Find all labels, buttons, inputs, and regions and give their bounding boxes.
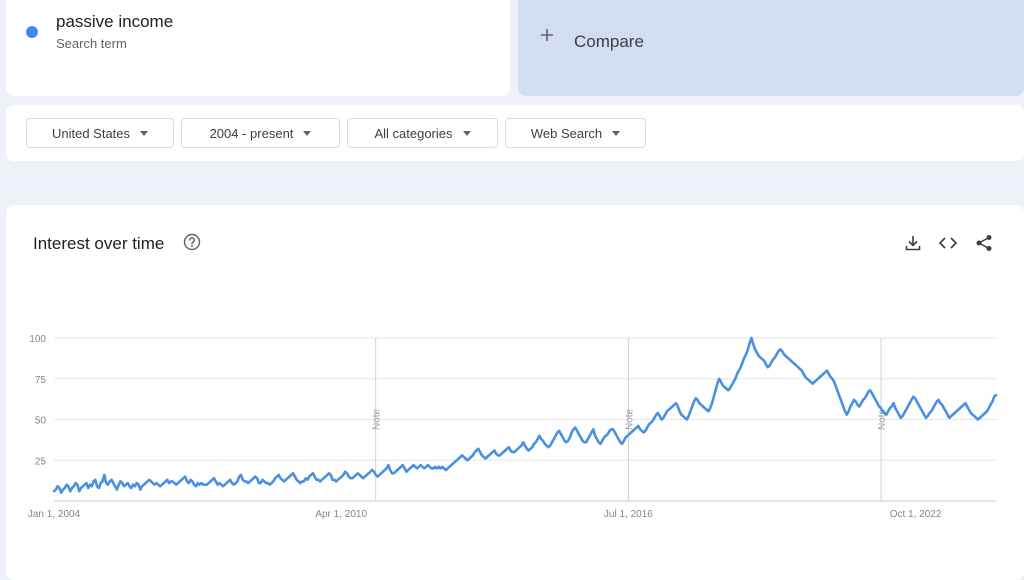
note-label[interactable]: Note bbox=[372, 408, 383, 430]
plus-icon bbox=[540, 24, 554, 46]
chart-title: Interest over time bbox=[33, 234, 165, 253]
embed-icon[interactable] bbox=[938, 233, 958, 253]
interest-over-time-card: Interest over time Note Note Note 25 50 75 10… bbox=[6, 205, 1024, 580]
y-tick-label: 100 bbox=[29, 334, 46, 345]
x-tick-label: Apr 1, 2010 bbox=[315, 509, 367, 520]
compare-label: Compare bbox=[574, 32, 644, 51]
caret-down-icon bbox=[303, 130, 312, 136]
help-icon[interactable] bbox=[183, 233, 201, 251]
share-icon[interactable] bbox=[974, 233, 994, 253]
x-tick-label: Oct 1, 2022 bbox=[890, 509, 942, 520]
interest-chart: Note Note Note 25 50 75 100 Jan 1, 2004 Apr 1, … bbox=[28, 334, 998, 520]
x-tick-label: Jul 1, 2016 bbox=[604, 509, 653, 520]
filter-search-type-label: Web Search bbox=[530, 125, 603, 141]
filter-category[interactable]: All categories bbox=[347, 118, 498, 148]
search-term-card[interactable]: passive income Search term bbox=[6, 0, 510, 96]
note-label[interactable]: Note bbox=[624, 408, 635, 430]
filter-search-type[interactable]: Web Search bbox=[505, 118, 646, 148]
series-line-passive-income[interactable] bbox=[52, 336, 998, 495]
x-tick-label: Jan 1, 2004 bbox=[28, 509, 81, 520]
caret-down-icon bbox=[462, 130, 471, 136]
filter-time-range[interactable]: 2004 - present bbox=[181, 118, 340, 148]
caret-down-icon bbox=[612, 130, 621, 136]
y-tick-label: 25 bbox=[35, 456, 47, 467]
note-label[interactable]: Note bbox=[877, 408, 888, 430]
filter-time-range-label: 2004 - present bbox=[209, 125, 294, 141]
filter-category-label: All categories bbox=[374, 125, 453, 141]
filter-region-label: United States bbox=[51, 125, 131, 141]
caret-down-icon bbox=[140, 130, 149, 136]
download-icon[interactable] bbox=[903, 233, 923, 253]
y-tick-label: 75 bbox=[35, 375, 47, 386]
search-term-name[interactable]: passive income bbox=[56, 12, 174, 31]
y-tick-label: 50 bbox=[35, 416, 47, 427]
compare-button[interactable]: Compare bbox=[518, 0, 1024, 96]
filter-region[interactable]: United States bbox=[26, 118, 174, 148]
filter-bar: United States 2004 - present All categor… bbox=[6, 105, 1024, 161]
term-color-dot bbox=[26, 26, 38, 38]
search-term-type: Search term bbox=[56, 36, 127, 51]
